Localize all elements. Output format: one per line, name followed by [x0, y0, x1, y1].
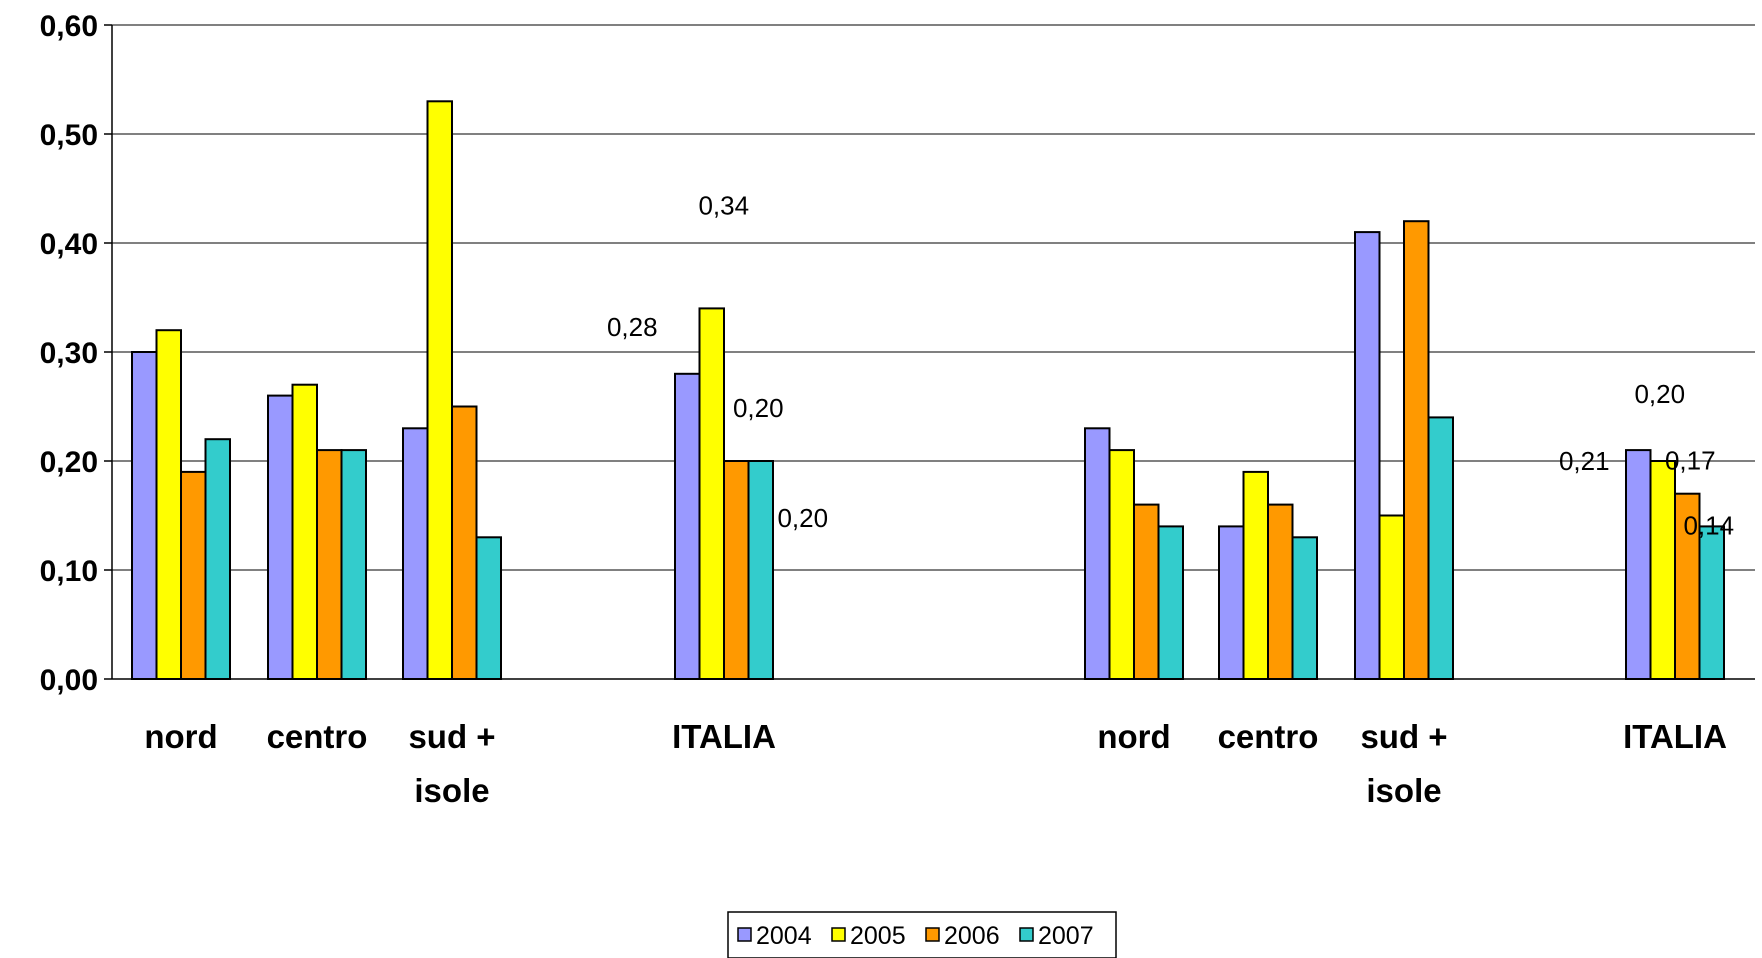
legend-label: 2006 [944, 922, 1000, 950]
category-label: isole [1366, 772, 1441, 809]
bar [204, 438, 231, 681]
bar [316, 449, 343, 680]
data-label: 0,34 [698, 190, 749, 220]
data-label: 0,20 [777, 503, 828, 533]
bar [1133, 503, 1160, 680]
bar [1649, 460, 1676, 680]
bar [426, 100, 453, 681]
bar [1354, 231, 1381, 680]
category-label: sud + [1360, 718, 1447, 755]
bar [674, 372, 701, 680]
data-label: 0,21 [1559, 446, 1610, 476]
y-tick-label: 0,00 [40, 664, 98, 697]
category-label: nord [1097, 718, 1170, 755]
bar [131, 351, 158, 680]
bar [402, 427, 429, 680]
bar [1157, 525, 1184, 681]
y-axis-tick-labels: 0,00 0,10 0,20 0,30 0,40 0,50 0,60 [40, 10, 98, 697]
bar [155, 329, 182, 680]
data-label: 0,20 [1634, 379, 1685, 409]
legend-swatch [925, 927, 940, 942]
bar [1427, 416, 1454, 680]
data-label: 0,28 [607, 312, 658, 342]
bar [451, 405, 478, 680]
category-label: centro [267, 718, 368, 755]
category-label: ITALIA [1623, 718, 1727, 755]
category-label: nord [144, 718, 217, 755]
category-label: ITALIA [672, 718, 776, 755]
bar [1403, 220, 1430, 680]
y-tick-label: 0,60 [40, 10, 98, 43]
bar [340, 449, 367, 680]
legend-label: 2004 [756, 922, 812, 950]
bar [475, 536, 502, 680]
gridlines [112, 24, 1755, 571]
bar [1698, 525, 1725, 681]
data-label: 0,14 [1683, 510, 1734, 540]
bar [1267, 503, 1294, 680]
bar [747, 460, 774, 680]
category-label: centro [1218, 718, 1319, 755]
bar [1108, 449, 1135, 680]
bar [180, 470, 207, 680]
bar [1625, 449, 1652, 680]
bar [291, 383, 318, 680]
bars [131, 100, 1725, 681]
y-tick-label: 0,50 [40, 119, 98, 152]
bar [698, 307, 725, 680]
y-tick-label: 0,30 [40, 337, 98, 370]
bar [723, 460, 750, 680]
y-tick-label: 0,10 [40, 555, 98, 588]
category-labels: nord centro sud + isole ITALIA nord centro sud … [144, 718, 1727, 809]
legend: 2004 2005 2006 2007 [727, 911, 1117, 958]
legend-swatch [1019, 927, 1034, 942]
bar [1378, 514, 1405, 680]
legend-box [727, 911, 1117, 958]
y-tick-label: 0,40 [40, 228, 98, 261]
legend-label: 2005 [850, 922, 906, 950]
legend-swatch [737, 927, 752, 942]
legend-swatch [831, 927, 846, 942]
y-tick-label: 0,20 [40, 446, 98, 479]
axes [104, 24, 1755, 680]
bar [267, 394, 294, 680]
data-labels: 0,28 0,34 0,20 0,20 0,21 0,20 0,17 0,14 [607, 190, 1734, 540]
legend-label: 2007 [1038, 922, 1094, 950]
data-label: 0,17 [1665, 446, 1716, 476]
data-label: 0,20 [733, 393, 784, 423]
bar [1291, 536, 1318, 680]
bar [1218, 525, 1245, 681]
category-label: sud + [408, 718, 495, 755]
bar [1084, 427, 1111, 680]
category-label: isole [414, 772, 489, 809]
bar [1242, 470, 1269, 680]
